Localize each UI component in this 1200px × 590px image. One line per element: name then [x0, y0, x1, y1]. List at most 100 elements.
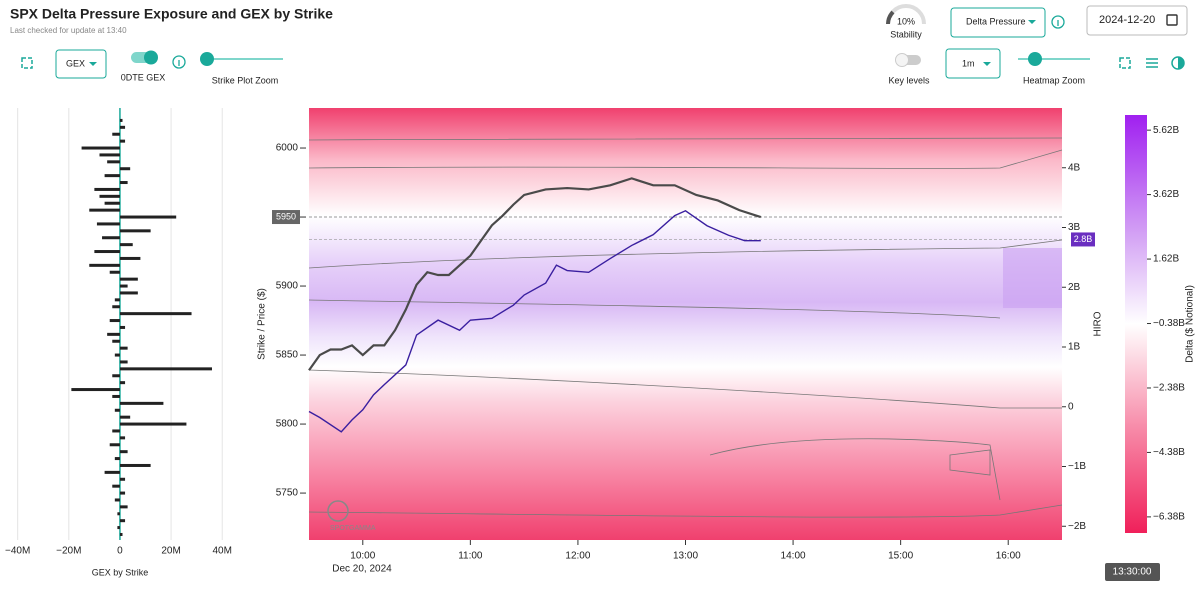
y2-tick-label: 4B — [1068, 162, 1081, 173]
key-levels-label: Key levels — [888, 75, 930, 85]
stability-label: Stability — [890, 29, 922, 39]
heatmap-zoom-label: Heatmap Zoom — [1023, 75, 1085, 85]
heatmap-zoom-slider[interactable] — [1018, 52, 1090, 66]
bar — [119, 291, 138, 295]
colorbar-tick-label: 3.62B — [1153, 189, 1179, 200]
time-tooltip-text: 13:30:00 — [1113, 567, 1152, 578]
bar — [109, 443, 120, 447]
bar — [119, 519, 126, 523]
bar — [119, 450, 128, 454]
y-axis-label: Strike / Price ($) — [257, 288, 268, 360]
settings-icon[interactable] — [1146, 58, 1158, 68]
bar — [119, 505, 128, 509]
info-icon[interactable] — [1051, 15, 1065, 29]
bar — [94, 187, 120, 191]
hiro-current-tag — [1071, 232, 1095, 247]
x-tick-label: 0 — [117, 546, 123, 557]
bar — [119, 491, 126, 495]
bar — [81, 146, 120, 150]
bar — [119, 118, 123, 122]
bar — [119, 284, 128, 288]
bar — [119, 167, 131, 171]
bar — [89, 263, 120, 267]
bar — [117, 526, 120, 530]
bar — [112, 394, 120, 398]
gex-select-text: GEX — [66, 58, 85, 68]
bar — [71, 388, 120, 392]
bar — [119, 367, 212, 371]
x-tick-label: 11:00 — [458, 551, 483, 562]
gex-select[interactable]: GEX — [55, 49, 107, 79]
bar — [104, 201, 120, 205]
date-picker[interactable]: 2024-12-20 — [1086, 5, 1188, 36]
bar — [119, 139, 126, 143]
bar — [89, 208, 120, 212]
dte-toggle[interactable] — [131, 50, 158, 65]
bar — [119, 415, 131, 419]
series-line — [308, 209, 761, 433]
heatmap-patch — [1003, 248, 1062, 308]
colorbar-tick-label: −4.38B — [1153, 447, 1185, 458]
fullscreen-icon[interactable] — [21, 57, 33, 69]
bar — [119, 256, 141, 260]
y-tick-label: 5750 — [276, 488, 299, 499]
colorbar-tick-label: −2.38B — [1153, 383, 1185, 394]
bar — [119, 325, 126, 329]
bar — [119, 401, 164, 405]
bar — [112, 305, 120, 309]
strike-zoom-label: Strike Plot Zoom — [212, 75, 279, 85]
bar — [119, 125, 126, 129]
bar — [109, 270, 120, 274]
stability-value: 10% — [897, 16, 915, 26]
mode-select[interactable]: Delta Pressure — [950, 7, 1046, 38]
date-text: 2024-12-20 — [1099, 14, 1155, 26]
bar — [109, 319, 120, 323]
y-tick-label: 6000 — [276, 143, 299, 154]
bar — [112, 339, 120, 343]
bar — [112, 132, 120, 136]
current-price-tag — [272, 210, 300, 225]
bar — [119, 532, 123, 536]
info-icon[interactable] — [172, 55, 186, 69]
bar — [119, 381, 126, 385]
bar — [119, 215, 177, 219]
y2-tick-label: 1B — [1068, 342, 1081, 353]
time-tooltip — [1105, 563, 1160, 581]
y-tick-label: 5800 — [276, 419, 299, 430]
fullscreen-icon[interactable] — [1119, 57, 1131, 69]
bar — [114, 353, 120, 357]
strike-zoom-slider[interactable] — [200, 52, 283, 66]
colorbar-tick-label: 5.62B — [1153, 125, 1179, 136]
x-tick-label: 14:00 — [781, 551, 806, 562]
contrast-icon[interactable] — [1171, 56, 1185, 70]
bar — [119, 360, 128, 364]
interval-select[interactable]: 1m — [945, 48, 1001, 79]
bar — [94, 250, 120, 254]
x-tick-label: 15:00 — [888, 551, 913, 562]
bar — [102, 236, 120, 240]
colorbar-label: Delta ($ Notional) — [1185, 285, 1196, 363]
x-tick-label: 10:00 — [350, 551, 375, 562]
y-tick-label: 5900 — [276, 281, 299, 292]
bar — [117, 512, 120, 516]
y2-tick-label: 3B — [1068, 222, 1081, 233]
bar — [119, 312, 192, 316]
dte-toggle-label: 0DTE GEX — [121, 72, 166, 82]
x-tick-label: −20M — [56, 546, 81, 557]
bar — [112, 374, 120, 378]
bar — [119, 436, 126, 440]
bar — [104, 470, 120, 474]
key-levels-toggle[interactable] — [895, 53, 922, 67]
x-tick-label: 40M — [212, 546, 231, 557]
y2-tick-label: 2B — [1068, 282, 1081, 293]
bar — [112, 429, 120, 433]
bar — [119, 277, 138, 281]
mode-select-text: Delta Pressure — [966, 16, 1026, 26]
current-price-label: 5950 — [276, 211, 296, 221]
x-tick-label: 20M — [161, 546, 180, 557]
page-subtitle: Last checked for update at 13:40 — [10, 26, 127, 35]
bar — [99, 153, 120, 157]
bar — [119, 181, 128, 185]
y2-tick-label: −2B — [1068, 521, 1086, 532]
